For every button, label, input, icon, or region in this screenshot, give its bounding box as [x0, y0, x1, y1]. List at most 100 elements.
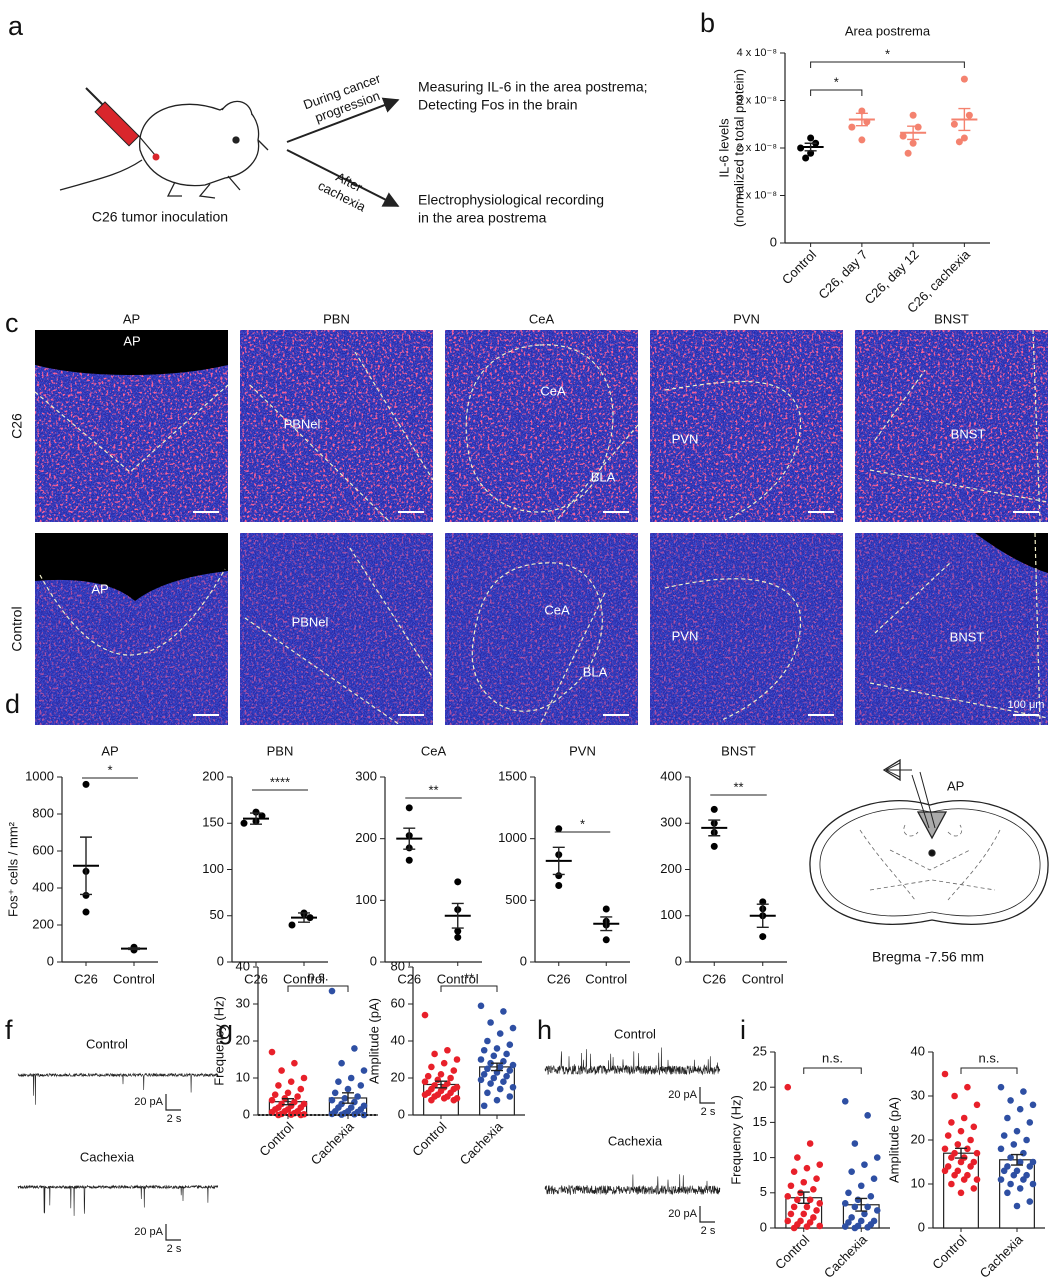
data-point	[278, 1067, 285, 1074]
data-point	[1000, 1167, 1008, 1175]
data-point	[797, 1189, 804, 1197]
scale-bar	[699, 1087, 715, 1104]
trace-label: Control	[614, 1026, 656, 1041]
column-title: PBN	[323, 311, 350, 326]
outcome: Measuring IL-6 in the area postrema;	[418, 79, 648, 95]
y-tick-label: 400	[32, 879, 54, 894]
scale-label: 20 pA	[134, 1096, 163, 1108]
data-point	[496, 1063, 504, 1071]
data-point	[813, 1207, 820, 1214]
data-point	[328, 987, 336, 995]
data-point	[297, 1111, 305, 1119]
data-point	[344, 1085, 352, 1093]
chart-title: AP	[101, 743, 118, 758]
region-label: PBNel	[292, 614, 329, 629]
y-tick-label: 400	[660, 768, 682, 783]
data-point	[503, 1050, 510, 1058]
data-point	[794, 1154, 801, 1161]
data-point	[1026, 1163, 1034, 1170]
y-tick-label: 40	[236, 958, 250, 973]
data-point	[490, 1074, 498, 1082]
y-axis-label: Amplitude (pA)	[366, 998, 381, 1084]
scale-bar	[165, 1224, 181, 1241]
x-tick-label: Control	[929, 1232, 969, 1272]
error-bar	[907, 125, 920, 141]
panel-label: i	[740, 1015, 746, 1045]
data-point	[341, 1095, 349, 1102]
scale-label: 20 pA	[668, 1089, 697, 1101]
data-point	[967, 1163, 974, 1170]
data-point	[268, 1048, 276, 1056]
error-bar	[298, 912, 310, 923]
panel-label: d	[5, 689, 20, 719]
y-tick-label: 10	[753, 1149, 767, 1164]
data-point	[973, 1149, 981, 1157]
data-point	[484, 1089, 491, 1097]
micrograph-fos	[650, 533, 843, 725]
x-tick-label: Control	[772, 1232, 812, 1272]
atlas-label: AP	[947, 778, 964, 793]
y-axis-label: IL-6 levels	[716, 118, 731, 178]
data-point	[480, 1046, 488, 1054]
data-point	[503, 1072, 510, 1080]
micrograph: PBNel	[240, 330, 434, 523]
data-point	[803, 1164, 811, 1172]
data-point	[480, 1071, 488, 1078]
data-point	[857, 1217, 865, 1225]
x-tick-label: Cachexia	[308, 1118, 357, 1167]
data-point	[444, 1046, 451, 1054]
scale-bar	[699, 1206, 715, 1223]
data-point	[841, 1097, 849, 1105]
atlas-caption: Bregma -7.56 mm	[872, 949, 984, 965]
data-point	[1004, 1189, 1011, 1197]
data-point	[331, 1089, 339, 1097]
y-tick-label: 5	[760, 1184, 767, 1199]
error-bar	[435, 1080, 447, 1089]
data-point	[870, 1175, 878, 1183]
data-point	[1000, 1132, 1008, 1139]
trace-label: Cachexia	[80, 1149, 135, 1164]
region-label: CeA	[544, 602, 570, 617]
data-point	[803, 1223, 811, 1230]
data-point	[784, 1217, 792, 1225]
panel-label: h	[537, 1015, 552, 1045]
mouse-schematic	[59, 100, 269, 199]
significance-label: n.s.	[308, 968, 329, 983]
y-tick-label: 600	[32, 842, 54, 857]
data-point	[816, 1161, 824, 1168]
y-tick-label: 20	[753, 1079, 767, 1094]
data-point	[1020, 1176, 1027, 1183]
data-point	[964, 1083, 971, 1091]
data-point	[477, 1002, 485, 1010]
brainstem-atlas	[809, 758, 1049, 925]
significance-bracket	[440, 985, 498, 992]
error-bar	[955, 1147, 967, 1159]
data-point	[424, 1072, 432, 1080]
data-point	[848, 1214, 855, 1221]
data-point	[484, 1065, 491, 1073]
data-point	[428, 1096, 435, 1104]
data-point	[810, 1185, 817, 1193]
data-point	[454, 933, 462, 941]
scale-label: 2 s	[701, 1225, 716, 1237]
data-point	[82, 891, 90, 899]
data-point	[1016, 1158, 1024, 1166]
data-point	[500, 1078, 507, 1085]
micrograph-fos	[855, 533, 1048, 725]
data-point	[1007, 1180, 1014, 1188]
data-point	[845, 1189, 852, 1197]
data-point	[1020, 1088, 1027, 1095]
micrograph: AP	[35, 533, 228, 725]
data-point	[602, 905, 610, 913]
data-point	[493, 1045, 501, 1052]
micrograph: PVN	[650, 533, 843, 725]
significance-label: *	[580, 816, 585, 831]
data-point	[1016, 1185, 1024, 1192]
region-label: PVN	[672, 431, 699, 446]
y-tick-label: 100	[202, 861, 224, 876]
background	[975, 533, 1048, 573]
significance-label: **	[464, 970, 474, 985]
data-point	[477, 1076, 485, 1084]
x-tick-label: Control	[283, 971, 325, 986]
data-point	[484, 1037, 491, 1045]
